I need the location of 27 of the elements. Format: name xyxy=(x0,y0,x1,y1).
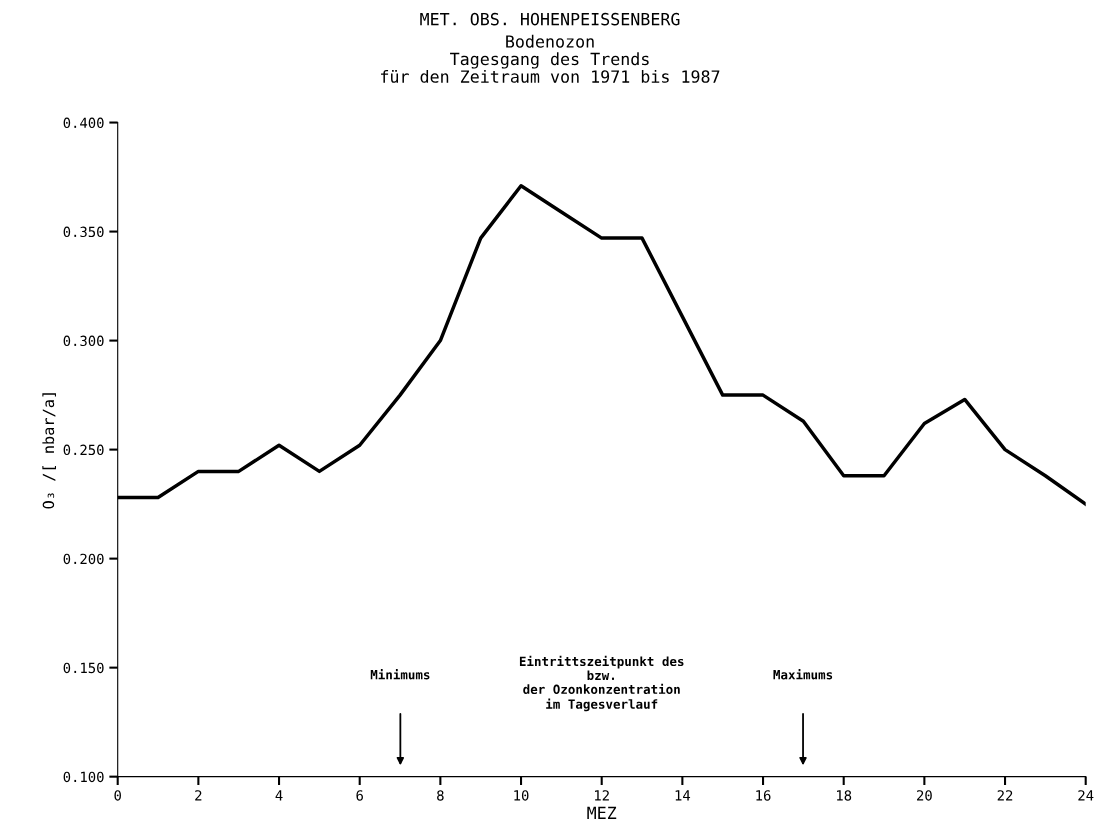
y-tick-label: 0.300 xyxy=(63,335,104,347)
x-tick-label: 18 xyxy=(837,790,852,801)
x-tick-label: 16 xyxy=(756,790,771,801)
x-tick-label: 2 xyxy=(195,790,202,801)
chart-title: MET. OBS. HOHENPEISSENBERG xyxy=(420,12,680,26)
y-tick-label: 0.400 xyxy=(63,117,104,129)
y-tick-label: 0.100 xyxy=(63,771,104,783)
x-tick-label: 0 xyxy=(114,790,121,801)
x-tick-label: 14 xyxy=(675,790,691,801)
x-tick-label: 24 xyxy=(1078,790,1094,801)
annotation: Minimums xyxy=(370,669,430,680)
annotation: Eintrittszeitpunkt des bzw. der Ozonkonzentration im Tagesverlauf xyxy=(519,655,684,712)
y-axis-title: O₃ /[ nbar/a] xyxy=(42,393,56,509)
x-tick-label: 10 xyxy=(514,790,529,801)
x-tick-label: 6 xyxy=(356,790,363,801)
x-tick-label: 12 xyxy=(595,790,609,801)
chart-subtitle: Bodenozon Tagesgang des Trends für den Zeitraum von 1971 bis 1987 xyxy=(381,34,720,83)
x-tick-label: 20 xyxy=(917,790,932,801)
x-tick-label: 22 xyxy=(997,790,1013,801)
annotation: Maximums xyxy=(773,669,833,680)
x-tick-label: 4 xyxy=(275,790,283,801)
y-tick-label: 0.150 xyxy=(63,662,104,674)
y-tick-label: 0.200 xyxy=(63,553,104,565)
y-tick-label: 0.250 xyxy=(63,444,104,456)
y-tick-label: 0.350 xyxy=(63,226,104,238)
x-axis-title: MEZ xyxy=(587,806,617,819)
x-tick-label: 8 xyxy=(437,790,444,801)
